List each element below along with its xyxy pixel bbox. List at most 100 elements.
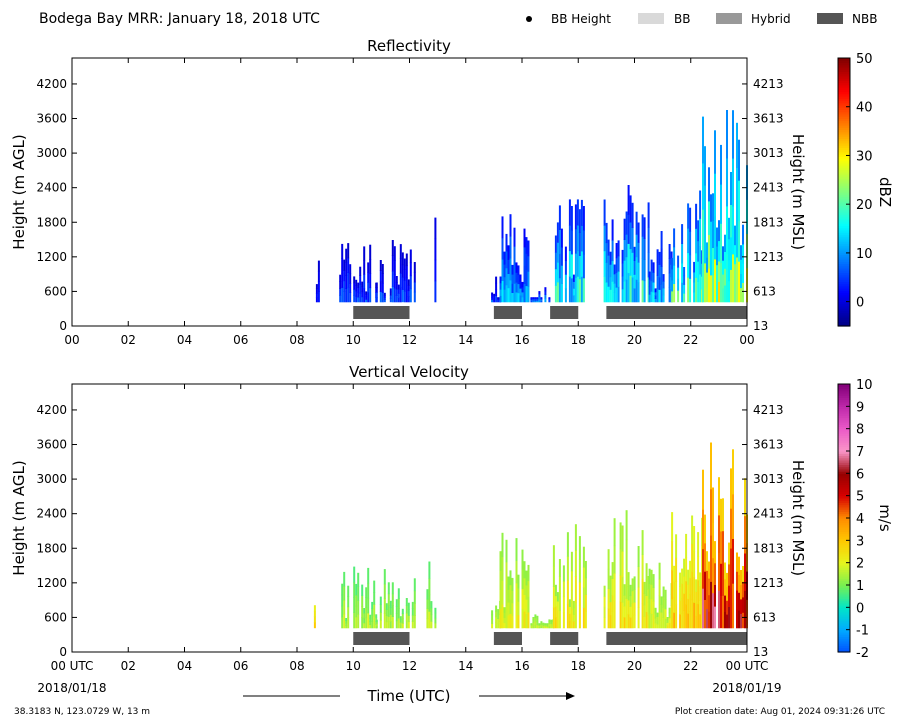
echo-column	[681, 613, 684, 629]
echo-column	[523, 561, 526, 579]
colorbar-tick-label: 0	[856, 296, 864, 311]
echo-column	[658, 289, 661, 303]
echo-column	[574, 576, 577, 603]
echo-column	[720, 262, 722, 303]
echo-column	[695, 579, 698, 592]
echo-column	[345, 275, 348, 289]
colorbar-cell	[838, 399, 850, 403]
echo-column	[702, 509, 704, 550]
x-tick-label: 18	[571, 333, 586, 347]
echo-column	[532, 625, 535, 629]
echo-column	[635, 279, 638, 303]
echo-column	[536, 624, 539, 629]
echo-column	[615, 257, 618, 273]
echo-column	[367, 292, 370, 303]
echo-column	[677, 267, 680, 280]
echo-column	[371, 608, 374, 616]
colorbar-cell	[838, 493, 850, 497]
echo-column	[491, 299, 494, 303]
echo-column	[691, 599, 694, 629]
echo-column	[633, 260, 636, 275]
colorbar-cell	[838, 156, 850, 160]
echo-column	[497, 618, 500, 624]
colorbar-cell	[838, 582, 850, 586]
echo-column	[724, 562, 726, 580]
echo-column	[375, 625, 378, 629]
colorbar-cell	[838, 457, 850, 461]
echo-column	[687, 252, 690, 278]
echo-column	[503, 289, 506, 303]
colorbar-cell	[838, 125, 850, 128]
echo-column	[683, 293, 686, 303]
colorbar-cell	[838, 511, 850, 515]
panel-vertical-velocity: Vertical Velocity Height (m AGL) Height …	[10, 363, 894, 673]
echo-column	[704, 185, 706, 225]
echo-column	[339, 295, 342, 303]
echo-column	[685, 580, 688, 605]
echo-column	[718, 281, 720, 303]
colorbar-cell	[838, 102, 850, 106]
colorbar-cell	[838, 296, 850, 300]
echo-column	[391, 582, 394, 595]
echo-column	[538, 291, 541, 295]
echo-column	[685, 533, 688, 558]
echo-column	[574, 550, 577, 577]
echo-column	[671, 512, 674, 542]
colorbar-cell	[838, 256, 850, 260]
x-tick-label: 10	[346, 333, 361, 347]
echo-column	[387, 616, 390, 629]
echo-column	[550, 619, 553, 623]
echo-column	[708, 594, 710, 612]
echo-column	[534, 617, 537, 622]
colorbar-cell	[838, 533, 850, 537]
echo-column	[375, 297, 378, 303]
echo-column	[658, 595, 661, 613]
echo-column	[675, 557, 678, 582]
echo-column	[361, 291, 364, 298]
colorbar-cell	[838, 73, 850, 77]
echo-column	[505, 284, 508, 303]
echo-column	[584, 611, 587, 629]
echo-column	[652, 574, 655, 588]
echo-column	[704, 599, 706, 629]
colorbar-cell	[838, 308, 850, 311]
y-tick-label-right: 3013	[753, 472, 784, 486]
colorbar-cell	[838, 138, 850, 142]
echo-column	[353, 276, 356, 284]
x-tick-label: 00	[64, 333, 79, 347]
colorbar-cell	[838, 386, 850, 390]
colorbar-cell	[838, 274, 850, 278]
echo-column	[623, 260, 626, 282]
echo-column	[357, 600, 360, 615]
echo-column	[413, 603, 416, 616]
echo-column	[582, 206, 585, 231]
echo-column	[403, 280, 406, 292]
colorbar-cell	[838, 410, 850, 414]
echo-column	[341, 287, 344, 303]
echo-column	[724, 611, 726, 629]
echo-column	[430, 621, 433, 629]
echo-column	[393, 274, 396, 289]
colorbar-cell	[838, 488, 850, 492]
legend-label-bb: BB	[674, 12, 690, 26]
echo-column	[732, 110, 734, 159]
echo-column	[603, 225, 606, 252]
echo-column	[519, 295, 522, 303]
echo-column	[397, 598, 400, 609]
colorbar-cell	[838, 122, 850, 126]
echo-column	[379, 596, 382, 605]
echo-column	[365, 597, 368, 608]
colorbar-cell	[838, 475, 850, 479]
echo-column	[607, 549, 610, 570]
colorbar-cell	[838, 529, 850, 532]
echo-column	[383, 598, 386, 614]
echo-column	[534, 300, 537, 303]
echo-column	[536, 299, 539, 302]
echo-column	[434, 612, 437, 619]
echo-column	[710, 221, 712, 249]
echo-column	[405, 605, 408, 614]
echo-column	[685, 557, 688, 582]
y-tick-label: 600	[44, 284, 67, 298]
echo-column	[574, 253, 577, 278]
colorbar-cell	[838, 388, 850, 392]
